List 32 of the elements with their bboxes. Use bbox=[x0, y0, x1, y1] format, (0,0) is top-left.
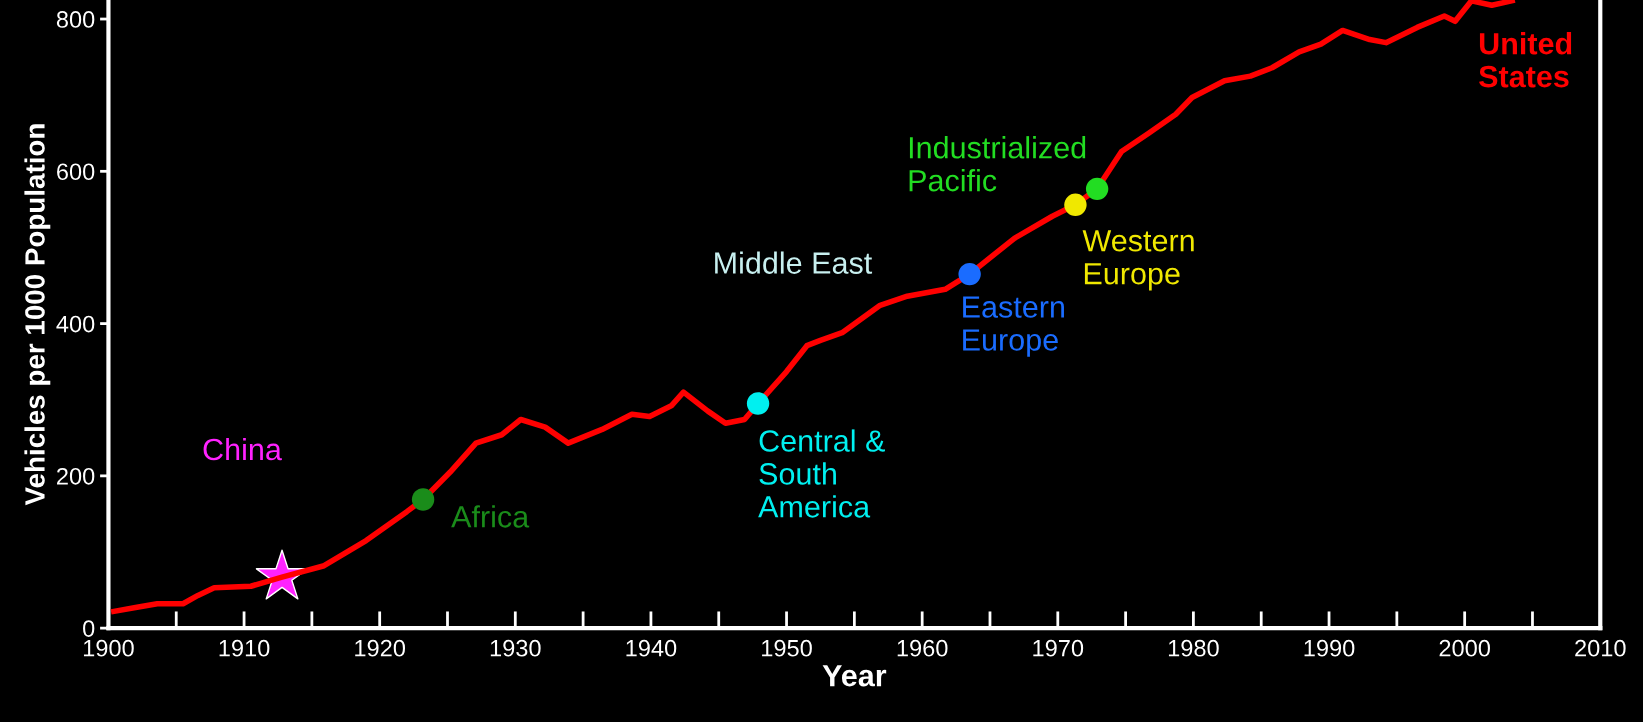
x-tick-label: 1940 bbox=[626, 639, 677, 657]
x-tick-label: 2010 bbox=[1575, 639, 1626, 657]
y-axis-title: Vehicles per 1000 Population bbox=[24, 124, 51, 506]
series-label: Central & South America bbox=[758, 429, 885, 518]
x-tick-label: 1970 bbox=[1033, 639, 1084, 657]
x-tick-label: 1920 bbox=[355, 639, 406, 657]
series-label: Western Europe bbox=[1082, 230, 1194, 291]
annotation: Middle East bbox=[715, 251, 873, 274]
point bbox=[1064, 193, 1087, 217]
x-tick-label: 1960 bbox=[897, 639, 948, 657]
y-tick-label: 0 bbox=[83, 620, 95, 637]
x-tick-label: 1900 bbox=[83, 639, 134, 657]
point bbox=[746, 392, 770, 415]
y-tick-label: 800 bbox=[56, 11, 95, 28]
series-label: Eastern Europe bbox=[963, 296, 1064, 357]
x-tick-label: 1990 bbox=[1304, 639, 1355, 657]
x-tick-label: 1980 bbox=[1168, 639, 1219, 657]
x-axis-title: Year bbox=[822, 665, 887, 687]
y-tick-label: 600 bbox=[57, 163, 95, 181]
x-tick-label: 2000 bbox=[1439, 639, 1490, 657]
text: China bbox=[203, 437, 282, 461]
y-tick-label: 400 bbox=[56, 315, 95, 333]
series-label: Africa bbox=[451, 505, 530, 528]
point bbox=[958, 262, 981, 286]
y-tick-label: 200 bbox=[57, 467, 95, 485]
x-tick-label: 1930 bbox=[490, 639, 541, 657]
x-tick-label: 1910 bbox=[219, 639, 270, 657]
series-label: United States bbox=[1479, 32, 1572, 88]
series-label: Industrialized Pacific bbox=[909, 136, 1086, 192]
point bbox=[1085, 177, 1109, 201]
point bbox=[411, 488, 435, 511]
x-tick-label: 1950 bbox=[762, 639, 812, 657]
